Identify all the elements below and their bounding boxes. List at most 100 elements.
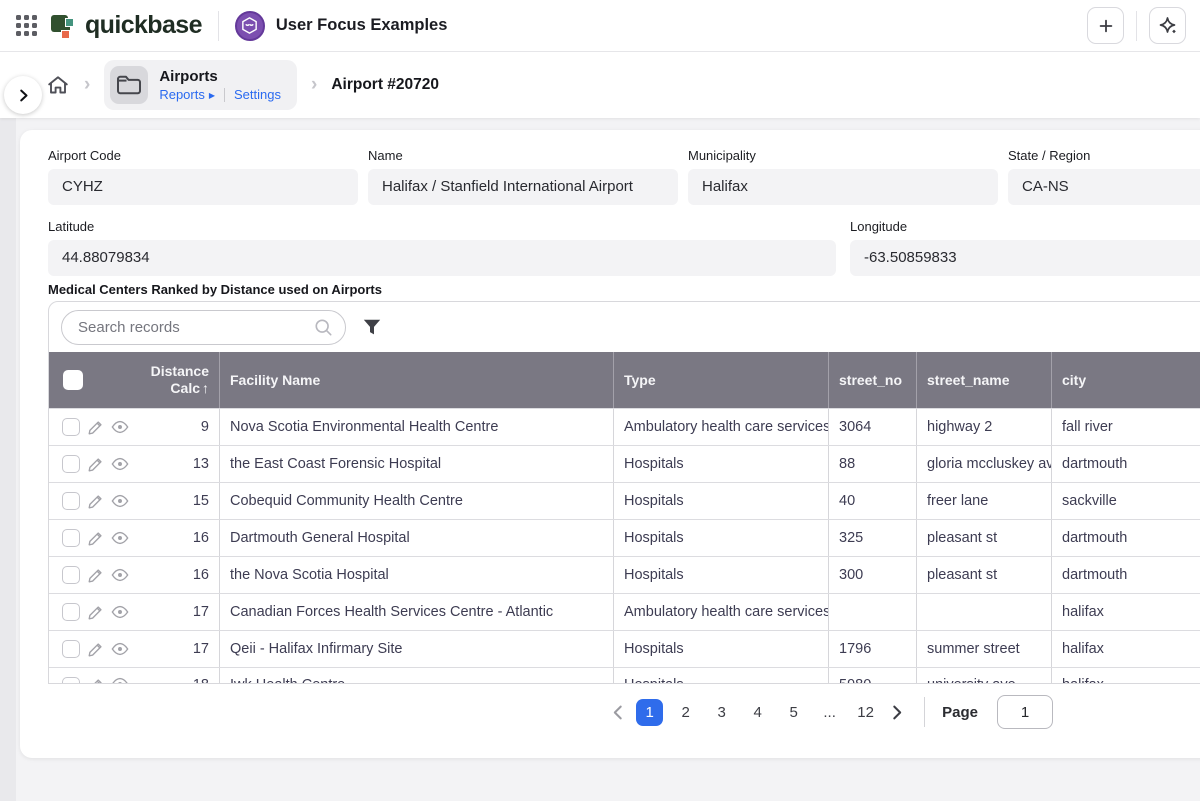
edit-record-button[interactable]: [87, 530, 104, 547]
table-name: Airports: [159, 68, 218, 85]
cell-street-name: [916, 594, 1051, 630]
cell-city: sackville: [1051, 483, 1200, 519]
field-latitude: Latitude 44.88079834: [48, 219, 836, 276]
field-value[interactable]: CYHZ: [48, 169, 358, 205]
row-checkbox[interactable]: [62, 603, 80, 621]
view-record-button[interactable]: [111, 568, 129, 582]
column-header-street-no[interactable]: street_no: [828, 352, 916, 408]
column-header-city[interactable]: city: [1051, 352, 1200, 408]
field-value[interactable]: CA-NS: [1008, 169, 1200, 205]
page-number-button[interactable]: 1: [636, 698, 664, 726]
cell-street-name: university ave: [916, 668, 1051, 683]
cell-type: Hospitals: [613, 668, 828, 683]
field-label: Latitude: [48, 219, 95, 234]
field-value[interactable]: 44.88079834: [48, 240, 836, 276]
page-number-button[interactable]: 2: [672, 699, 699, 726]
next-page-button[interactable]: [888, 705, 907, 720]
edit-record-button[interactable]: [87, 456, 104, 473]
app-grid-icon[interactable]: [16, 15, 37, 36]
row-checkbox[interactable]: [62, 529, 80, 547]
search-input[interactable]: [78, 318, 314, 336]
cell-street-name: pleasant st: [916, 520, 1051, 556]
field-value[interactable]: Halifax / Stanfield International Airpor…: [368, 169, 678, 205]
breadcrumb-table-pill[interactable]: Airports Reports ▶ Settings: [104, 60, 297, 110]
table-row: 17 Qeii - Halifax Infirmary Site Hospita…: [49, 630, 1200, 667]
filter-button[interactable]: [362, 318, 382, 337]
edit-record-button[interactable]: [87, 641, 104, 658]
settings-link[interactable]: Settings: [234, 87, 281, 102]
cell-distance: 18: [137, 668, 219, 683]
report-toolbar: [49, 302, 1200, 352]
previous-page-button[interactable]: [608, 705, 627, 720]
edit-record-button[interactable]: [87, 677, 104, 683]
cell-distance: 16: [192, 567, 209, 583]
record-card: Airport Code CYHZ Name Halifax / Stanfie…: [20, 130, 1200, 758]
view-record-button[interactable]: [111, 420, 129, 434]
row-checkbox[interactable]: [62, 677, 80, 683]
pencil-icon: [88, 420, 102, 434]
edit-record-button[interactable]: [87, 419, 104, 436]
table-row: 17 Canadian Forces Health Services Centr…: [49, 593, 1200, 630]
table-row: 15 Cobequid Community Health Centre Hosp…: [49, 482, 1200, 519]
eye-icon: [111, 642, 129, 656]
sort-ascending-icon: ↑: [202, 380, 209, 396]
cell-facility: Iwk Health Centre: [219, 668, 613, 683]
report-table: Distance Calc ↑ Facility Name Type street…: [49, 352, 1200, 683]
folder-icon: [110, 66, 149, 104]
table-row: 9 Nova Scotia Environmental Health Centr…: [49, 408, 1200, 445]
reports-link[interactable]: Reports: [159, 87, 205, 102]
row-checkbox[interactable]: [62, 455, 80, 473]
cell-street-no: 88: [828, 446, 916, 482]
topbar-divider: [217, 10, 219, 41]
select-all-checkbox[interactable]: [63, 370, 83, 390]
column-header-facility-name[interactable]: Facility Name: [219, 352, 613, 408]
view-record-button[interactable]: [111, 677, 129, 683]
app-home-link[interactable]: User Focus Examples: [234, 10, 447, 41]
cell-city: fall river: [1051, 409, 1200, 445]
cell-city: dartmouth: [1051, 520, 1200, 556]
page-number-button[interactable]: 5: [780, 699, 807, 726]
row-checkbox[interactable]: [62, 566, 80, 584]
cell-street-name: highway 2: [916, 409, 1051, 445]
view-record-button[interactable]: [111, 457, 129, 471]
cell-street-name: summer street: [916, 631, 1051, 667]
add-new-button[interactable]: [1087, 7, 1124, 44]
cell-city: halifax: [1051, 594, 1200, 630]
cell-city: dartmouth: [1051, 557, 1200, 593]
field-name: Name Halifax / Stanfield International A…: [368, 148, 678, 205]
ai-assistant-button[interactable]: [1149, 7, 1186, 44]
field-value[interactable]: Halifax: [688, 169, 998, 205]
page-number-button[interactable]: 12: [852, 699, 879, 726]
cell-street-no: 5980: [828, 668, 916, 683]
field-municipality: Municipality Halifax: [688, 148, 998, 205]
edit-record-button[interactable]: [87, 604, 104, 621]
pagination: 1 2 3 4 5 ... 12 Page: [48, 695, 1200, 729]
sidebar-toggle-button[interactable]: [4, 76, 42, 114]
page-number-input[interactable]: [997, 695, 1053, 729]
home-icon[interactable]: [46, 73, 70, 97]
column-header-distance[interactable]: Distance Calc ↑: [150, 363, 209, 396]
topbar-divider: [1136, 10, 1137, 41]
cell-facility: Qeii - Halifax Infirmary Site: [219, 631, 613, 667]
column-header-street-name[interactable]: street_name: [916, 352, 1051, 408]
page-number-button[interactable]: 3: [708, 699, 735, 726]
chevron-right-icon: [19, 89, 28, 101]
collapsed-sidebar-strip: [0, 118, 16, 801]
edit-record-button[interactable]: [87, 567, 104, 584]
view-record-button[interactable]: [111, 494, 129, 508]
row-checkbox[interactable]: [62, 640, 80, 658]
field-airport-code: Airport Code CYHZ: [48, 148, 358, 205]
row-checkbox[interactable]: [62, 492, 80, 510]
page-label: Page: [942, 703, 978, 721]
view-record-button[interactable]: [111, 531, 129, 545]
view-record-button[interactable]: [111, 642, 129, 656]
column-header-type[interactable]: Type: [613, 352, 828, 408]
edit-record-button[interactable]: [87, 493, 104, 510]
quickbase-logo[interactable]: quickbase: [51, 11, 202, 40]
page-ellipsis: ...: [823, 703, 836, 721]
page-number-button[interactable]: 4: [744, 699, 771, 726]
view-record-button[interactable]: [111, 605, 129, 619]
row-checkbox[interactable]: [62, 418, 80, 436]
cell-facility: Dartmouth General Hospital: [219, 520, 613, 556]
field-value[interactable]: -63.50859833: [850, 240, 1200, 276]
